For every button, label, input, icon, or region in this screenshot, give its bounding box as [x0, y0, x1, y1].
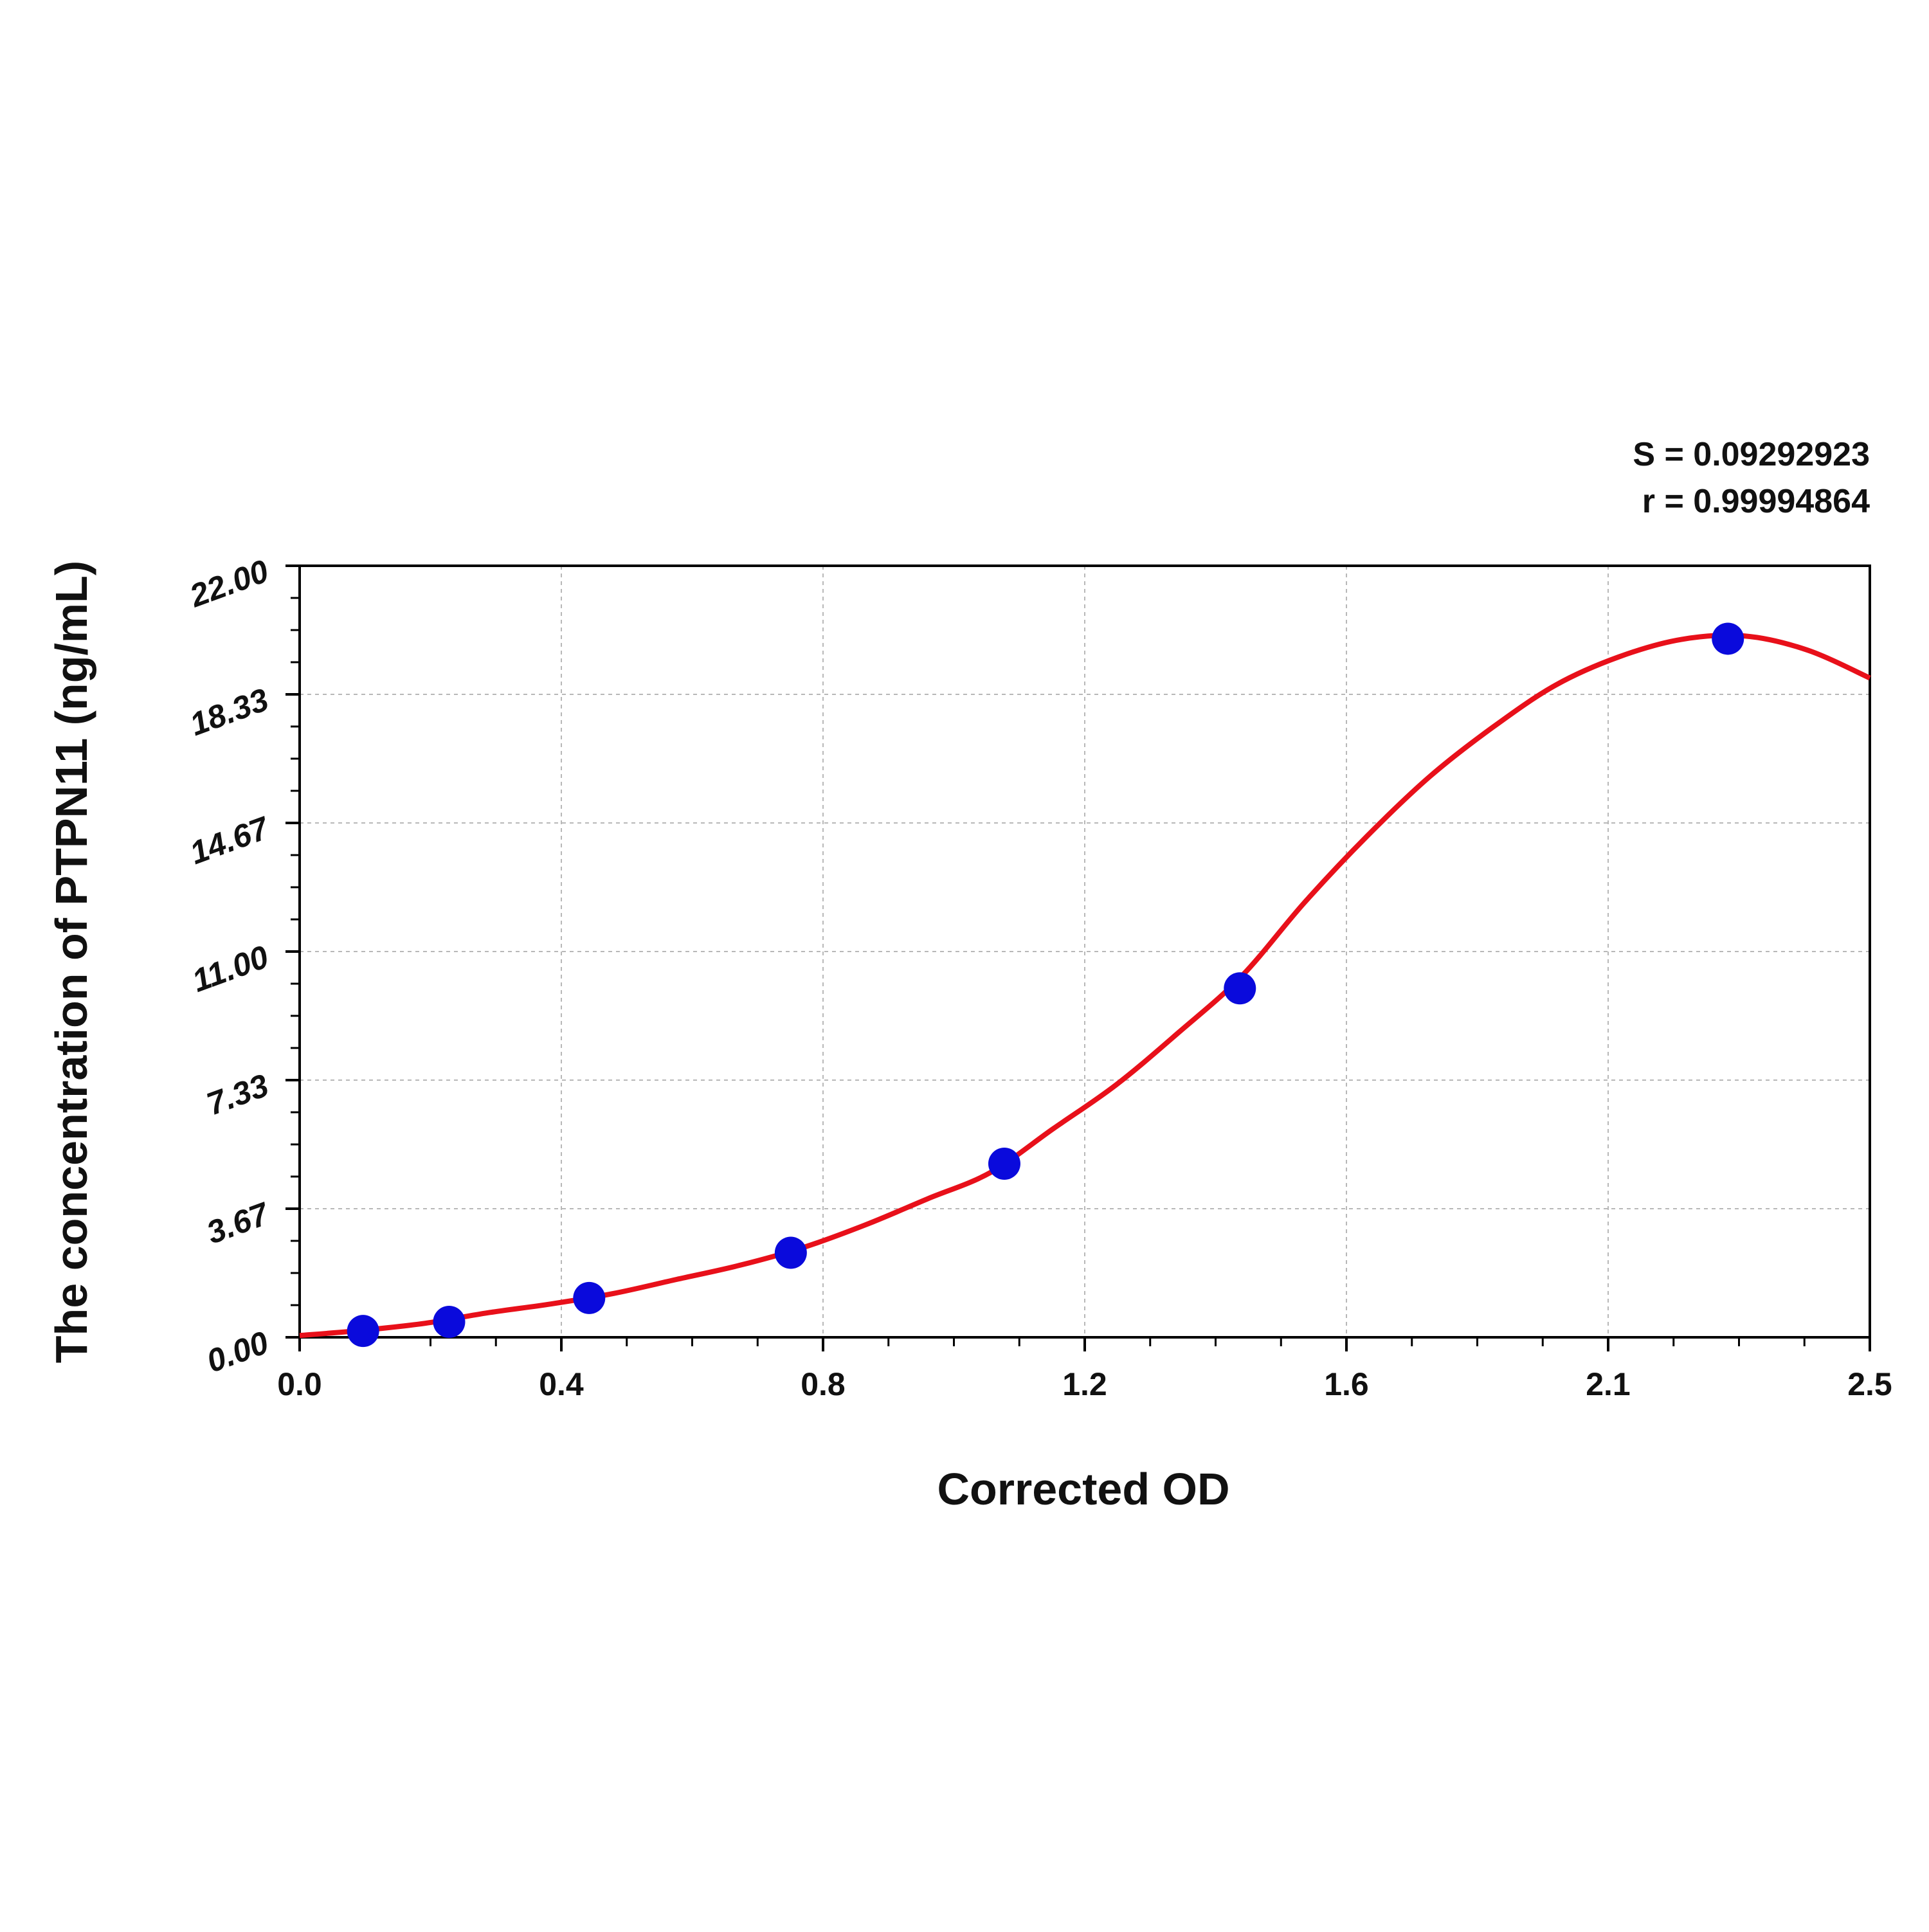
x-tick-label: 1.6: [1324, 1366, 1369, 1402]
data-point: [433, 1306, 466, 1338]
x-axis-title: Corrected OD: [937, 1464, 1229, 1514]
data-point: [774, 1236, 807, 1269]
data-point: [988, 1148, 1020, 1180]
x-tick-label: 1.2: [1062, 1366, 1107, 1402]
y-axis-title: The concentration of PTPN11 (ng/mL): [46, 561, 96, 1363]
x-tick-label: 0.0: [277, 1366, 322, 1402]
x-tick-label: 0.8: [801, 1366, 846, 1402]
data-points-layer: [347, 622, 1744, 1348]
r-statistic: r = 0.99994864: [1642, 483, 1870, 520]
x-tick-label: 2.1: [1586, 1366, 1631, 1402]
data-point: [1712, 622, 1744, 655]
data-point: [573, 1281, 606, 1314]
x-tick-label: 2.5: [1847, 1366, 1892, 1402]
minor-ticks: [291, 597, 1806, 1346]
x-tick-label: 0.4: [539, 1366, 584, 1402]
data-point: [347, 1315, 379, 1348]
grid-lines: [300, 566, 1870, 1337]
s-statistic: S = 0.09292923: [1633, 436, 1870, 473]
data-point: [1224, 972, 1256, 1005]
